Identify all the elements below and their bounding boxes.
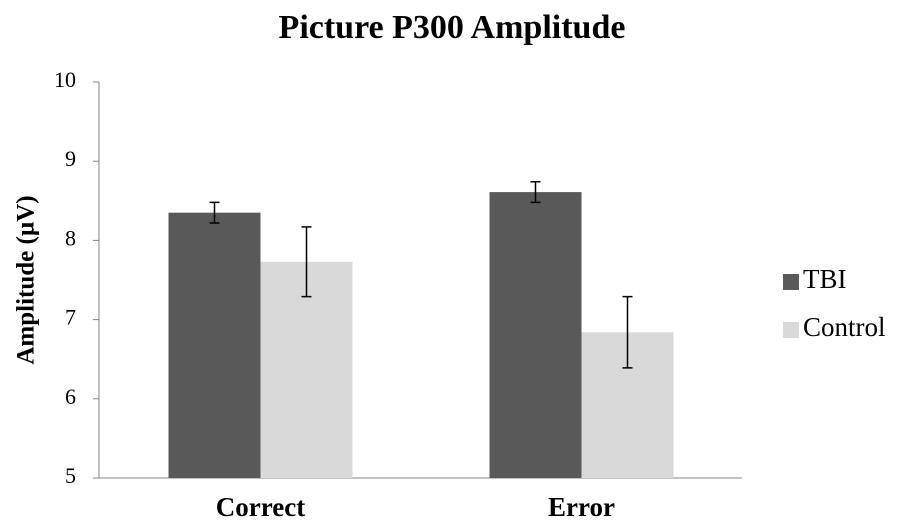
chart-title: Picture P300 Amplitude [279, 9, 626, 46]
error-bar [622, 295, 633, 369]
y-tick-label: 8 [65, 225, 76, 250]
y-tick-label: 6 [65, 384, 76, 409]
bar [260, 261, 353, 478]
y-tick-label: 7 [65, 305, 76, 330]
y-axis-label: Amplitude (µV) [13, 195, 40, 364]
y-tick-label: 5 [65, 463, 76, 488]
bar [168, 212, 261, 478]
legend-swatch [783, 274, 799, 290]
y-tick-label: 10 [54, 67, 76, 92]
legend-label: Control [803, 312, 886, 342]
error-bar [530, 181, 541, 204]
error-bar [301, 226, 312, 298]
x-tick-label: Error [548, 492, 615, 522]
x-tick-label: Correct [216, 492, 305, 522]
bar [489, 192, 582, 478]
error-bar [209, 201, 220, 224]
legend-label: TBI [803, 264, 847, 294]
y-tick-label: 9 [65, 146, 76, 171]
legend-swatch [783, 322, 799, 338]
